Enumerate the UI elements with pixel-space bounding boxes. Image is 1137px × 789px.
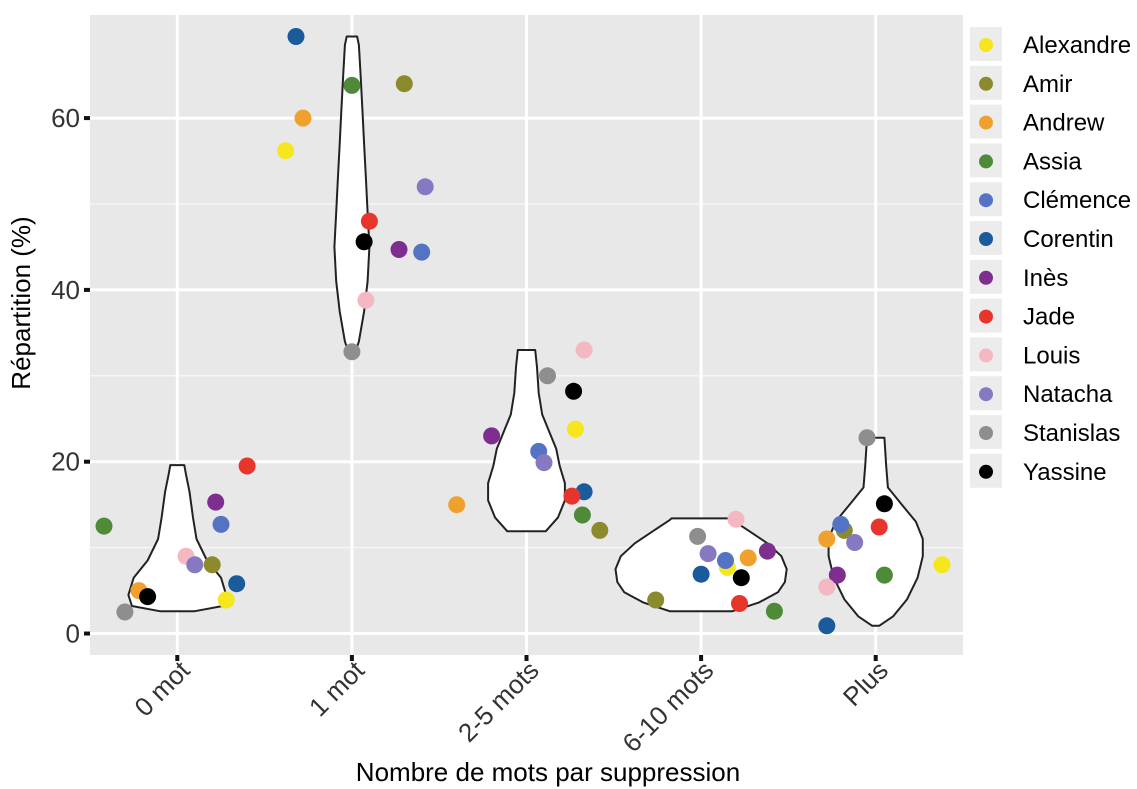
legend-swatch [979, 193, 993, 208]
data-point [846, 534, 864, 551]
data-point [870, 518, 888, 536]
data-point [483, 427, 501, 445]
legend-label: Yassine [1023, 459, 1107, 486]
x-tick-label: 6-10 mots [616, 655, 719, 758]
data-point [566, 420, 584, 438]
x-axis-title: Nombre de mots par suppression [356, 757, 740, 787]
y-axis-title: Répartition (%) [6, 216, 36, 389]
data-point [573, 506, 591, 524]
data-point [390, 241, 408, 258]
data-point [416, 178, 434, 196]
x-tick-label: 0 mot [128, 654, 196, 722]
data-point [739, 549, 757, 567]
legend-swatch [979, 232, 993, 246]
data-point [539, 367, 556, 385]
violin-shape [487, 349, 566, 533]
data-point [717, 552, 734, 569]
data-point [535, 454, 553, 472]
legend-swatch [979, 154, 993, 169]
data-point [203, 556, 221, 574]
legend-swatch [979, 309, 993, 324]
data-point [212, 515, 230, 533]
legend-label: Stanislas [1023, 420, 1120, 447]
data-point [828, 566, 846, 584]
data-point [818, 578, 836, 596]
data-point [563, 487, 581, 505]
data-point [875, 566, 893, 584]
data-point [832, 515, 850, 533]
legend-swatch [979, 115, 993, 130]
data-point [689, 527, 707, 545]
y-tick-label: 60 [51, 103, 80, 133]
x-tick-label: 2-5 mots [452, 655, 545, 748]
legend-swatch [979, 38, 993, 52]
data-point [448, 496, 466, 514]
legend-label: Assia [1023, 148, 1082, 175]
y-tick-label: 20 [51, 447, 80, 477]
y-tick-label: 0 [66, 619, 80, 649]
legend-label: Amir [1023, 71, 1072, 98]
data-point [727, 510, 745, 528]
data-point [818, 530, 836, 548]
legend-label: Andrew [1023, 110, 1105, 137]
data-point [413, 243, 431, 261]
data-point [360, 212, 378, 230]
data-point [565, 382, 583, 400]
data-point [139, 588, 157, 606]
violin-shape [614, 517, 788, 613]
data-point [294, 109, 312, 127]
y-tick-label: 40 [51, 275, 80, 305]
data-point [731, 595, 748, 612]
data-point [357, 291, 375, 309]
legend-swatch [979, 387, 993, 402]
legend-swatch [979, 348, 993, 363]
data-point [343, 76, 361, 94]
data-point [355, 233, 373, 251]
data-point [765, 602, 783, 620]
data-point [277, 142, 295, 160]
data-point [217, 591, 235, 609]
data-point [818, 617, 836, 635]
data-point [692, 565, 710, 583]
legend-label: Louis [1023, 342, 1080, 369]
data-point [186, 556, 204, 574]
legend-swatch [979, 270, 993, 285]
data-point [933, 556, 951, 574]
y-axis: 0 20 40 60 [51, 103, 90, 649]
x-tick-label: Plus [837, 655, 894, 712]
data-point [699, 545, 717, 563]
x-tick-label: 1 mot [303, 654, 371, 722]
legend-swatch [979, 426, 993, 440]
legend-label: Inès [1023, 265, 1068, 292]
data-points [95, 28, 951, 635]
data-point [875, 495, 893, 513]
data-point [343, 343, 361, 361]
legend-swatch [979, 464, 993, 479]
data-point [207, 493, 225, 511]
data-point [116, 603, 134, 621]
data-point [858, 429, 876, 447]
legend-label: Jade [1023, 304, 1075, 331]
data-point [732, 569, 750, 587]
legend-label: Clémence [1023, 187, 1131, 214]
data-point [758, 542, 776, 560]
data-point [395, 75, 413, 93]
data-point [575, 341, 593, 359]
data-point [228, 575, 246, 593]
legend-label: Alexandre [1023, 32, 1131, 59]
data-point [287, 28, 305, 45]
legend: Alexandre Amir Andrew Assia Clémence Corentin… [970, 27, 1131, 488]
legend-label: Corentin [1023, 226, 1114, 253]
x-axis: 0 mot 1 mot 2-5 mots 6-10 mots Plus [128, 654, 894, 758]
data-point [591, 521, 609, 539]
legend-label: Natacha [1023, 381, 1113, 408]
data-point [647, 591, 665, 609]
data-point [95, 517, 113, 535]
legend-swatch [979, 76, 993, 91]
data-point [238, 457, 256, 475]
